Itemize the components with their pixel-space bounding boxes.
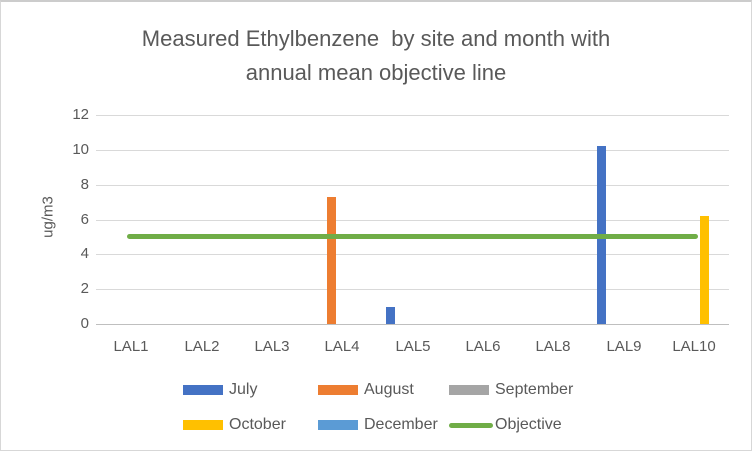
gridline-y-8	[96, 185, 729, 186]
y-tick-label-4: 4	[80, 245, 89, 262]
legend-label-december: December	[364, 416, 438, 433]
legend-label-july: July	[229, 381, 258, 398]
legend-swatch-july	[183, 385, 223, 395]
legend-swatch-december	[318, 420, 358, 430]
legend-swatch-september	[449, 385, 489, 395]
chart-title: Measured Ethylbenzene by site and month …	[1, 22, 751, 90]
y-tick-label-2: 2	[80, 280, 89, 297]
y-tick-label-8: 8	[80, 176, 89, 193]
x-tick-label-lal6: LAL6	[465, 338, 501, 355]
legend-item-august: August	[318, 381, 414, 399]
legend-item-objective: Objective	[449, 416, 562, 434]
y-tick-label-12: 12	[72, 106, 89, 123]
x-tick-label-lal10: LAL10	[672, 338, 716, 355]
legend-item-july: July	[183, 381, 257, 399]
gridline-y-2	[96, 289, 729, 290]
x-tick-label-lal8: LAL8	[535, 338, 571, 355]
legend-swatch-august	[318, 385, 358, 395]
bar-october-lal10	[700, 216, 709, 324]
x-tick-label-lal9: LAL9	[606, 338, 642, 355]
objective-line	[127, 234, 698, 239]
gridline-y-4	[96, 254, 729, 255]
x-tick-label-lal5: LAL5	[395, 338, 431, 355]
bar-july-lal5	[386, 307, 395, 324]
x-tick-label-lal2: LAL2	[184, 338, 220, 355]
chart-title-line1: Measured Ethylbenzene by site and month …	[141, 26, 611, 51]
legend-label-objective: Objective	[495, 416, 562, 433]
legend-swatch-objective	[449, 422, 493, 428]
gridline-y-6	[96, 220, 729, 221]
x-tick-label-lal3: LAL3	[254, 338, 290, 355]
legend-swatch-october	[183, 420, 223, 430]
y-tick-label-10: 10	[72, 141, 89, 158]
legend-label-august: August	[364, 381, 414, 398]
y-tick-label-0: 0	[80, 315, 89, 332]
x-axis-line	[96, 324, 729, 325]
x-tick-label-lal1: LAL1	[113, 338, 149, 355]
legend-item-december: December	[318, 416, 438, 434]
x-tick-label-lal4: LAL4	[324, 338, 360, 355]
chart-title-line2: annual mean objective line	[245, 60, 507, 85]
y-tick-label-6: 6	[80, 211, 89, 228]
gridline-y-10	[96, 150, 729, 151]
legend-label-october: October	[229, 416, 286, 433]
bar-august-lal4	[327, 197, 336, 324]
gridline-y-12	[96, 115, 729, 116]
legend-item-october: October	[183, 416, 286, 434]
legend-label-september: September	[495, 381, 574, 398]
legend-item-september: September	[449, 381, 573, 399]
